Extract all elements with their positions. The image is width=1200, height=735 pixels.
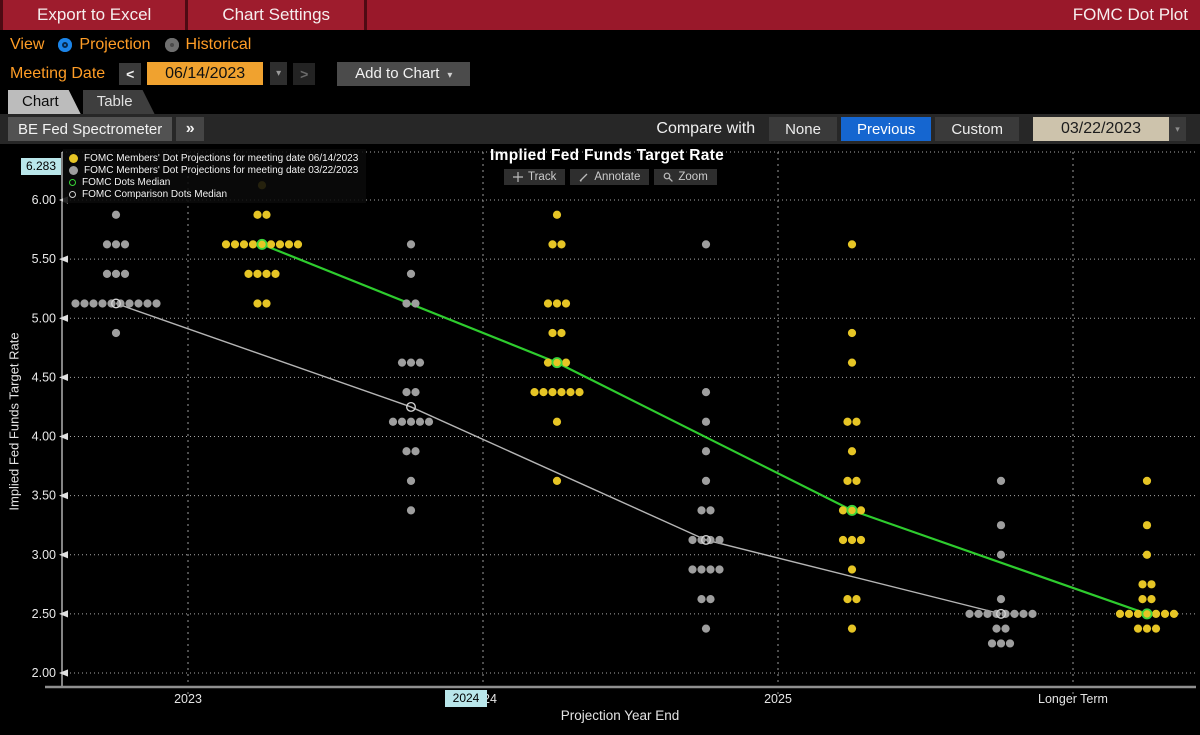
compare-date-value: 03/22/2023 xyxy=(1033,117,1169,141)
compare-with-label: Compare with xyxy=(656,120,756,137)
svg-text:2.00: 2.00 xyxy=(32,666,56,680)
svg-text:Projection Year End: Projection Year End xyxy=(561,708,680,723)
annotate-label: Annotate xyxy=(594,171,641,183)
svg-text:5.50: 5.50 xyxy=(32,252,56,266)
legend-label: FOMC Members' Dot Projections for meetin… xyxy=(84,152,359,164)
legend-item: FOMC Members' Dot Projections for meetin… xyxy=(69,164,358,176)
compare-previous-button[interactable]: Previous xyxy=(840,117,932,141)
dot-plot-chart[interactable]: 6.00 5.50 5.00 4.50 4.00 3.50 3.00 2.50 2.00 2023… xyxy=(0,144,1200,735)
radio-selected-icon xyxy=(58,37,73,52)
crosshair-icon xyxy=(513,172,523,182)
legend-item: FOMC Comparison Dots Median xyxy=(69,188,358,200)
add-to-chart-label: Add to Chart xyxy=(355,65,440,82)
svg-text:4.00: 4.00 xyxy=(32,430,56,444)
prev-date-button[interactable]: < xyxy=(119,62,142,85)
zoom-button[interactable]: Zoom xyxy=(654,169,717,185)
caret-down-icon: ▾ xyxy=(447,70,453,81)
svg-text:3.50: 3.50 xyxy=(32,489,56,503)
chart-settings-button[interactable]: Chart Settings xyxy=(188,0,368,30)
annotate-button[interactable]: Annotate xyxy=(570,169,650,185)
meeting-date-field[interactable]: 06/14/2023 xyxy=(147,62,264,85)
export-to-excel-button[interactable]: Export to Excel xyxy=(0,0,189,30)
chart-tools: Track Annotate Zoom xyxy=(504,169,717,185)
pencil-icon xyxy=(579,173,588,182)
tab-chart-label: Chart xyxy=(22,93,59,110)
tab-bar: Chart Table xyxy=(0,88,1200,114)
view-label: View xyxy=(10,35,45,53)
chevron-right-icon: > xyxy=(300,65,309,82)
zoom-label: Zoom xyxy=(678,171,708,183)
compare-none-button[interactable]: None xyxy=(769,117,837,141)
legend-dot-icon xyxy=(69,153,78,163)
meeting-date-row: Meeting Date < 06/14/2023 ▾ > Add to Cha… xyxy=(0,59,1200,88)
legend-item: FOMC Dots Median xyxy=(69,176,358,188)
chart-legend: FOMC Members' Dot Projections for meetin… xyxy=(63,149,367,203)
legend-label: FOMC Members' Dot Projections for meetin… xyxy=(84,164,359,176)
view-row: View Projection Historical xyxy=(0,30,1200,59)
legend-label: FOMC Comparison Dots Median xyxy=(82,188,228,200)
add-to-chart-button[interactable]: Add to Chart ▾ xyxy=(337,61,471,86)
tab-table-label: Table xyxy=(96,93,133,110)
radio-projection[interactable]: Projection xyxy=(58,35,151,54)
titlebar: Export to Excel Chart Settings FOMC Dot … xyxy=(0,0,1200,30)
chevron-left-icon: < xyxy=(126,65,135,82)
radio-historical-label: Historical xyxy=(185,35,252,53)
chart-toolbar-strip: BE Fed Spectrometer » Compare with None … xyxy=(0,114,1200,144)
caret-down-icon: ▾ xyxy=(1169,117,1186,141)
svg-text:3.00: 3.00 xyxy=(32,548,56,562)
svg-text:2023: 2023 xyxy=(174,692,202,706)
svg-text:5.00: 5.00 xyxy=(32,311,56,325)
next-date-button[interactable]: > xyxy=(293,62,316,85)
track-label: Track xyxy=(528,171,557,183)
crosshair-x-label: 2024 xyxy=(445,690,487,707)
legend-circle-icon xyxy=(69,190,76,198)
radio-historical[interactable]: Historical xyxy=(164,35,252,54)
svg-text:6.00: 6.00 xyxy=(32,193,56,207)
tab-table[interactable]: Table xyxy=(83,90,155,114)
svg-text:2025: 2025 xyxy=(764,692,792,706)
track-button[interactable]: Track xyxy=(504,169,566,185)
svg-text:4.50: 4.50 xyxy=(32,370,56,384)
legend-circle-icon xyxy=(69,178,76,186)
compare-date-field[interactable]: 03/22/2023 ▾ xyxy=(1033,117,1186,141)
caret-down-icon: ▾ xyxy=(276,68,282,79)
svg-text:2.50: 2.50 xyxy=(32,607,56,621)
chart-title: Implied Fed Funds Target Rate xyxy=(490,147,725,164)
legend-item: FOMC Members' Dot Projections for meetin… xyxy=(69,152,358,164)
legend-label: FOMC Dots Median xyxy=(82,176,171,188)
app-title: FOMC Dot Plot xyxy=(1072,5,1188,24)
meeting-date-dropdown[interactable]: ▾ xyxy=(270,62,288,85)
expand-icon[interactable]: » xyxy=(176,117,205,141)
y-axis-title: Implied Fed Funds Target Rate xyxy=(6,332,22,511)
tab-chart[interactable]: Chart xyxy=(8,90,81,114)
magnifier-icon xyxy=(663,172,674,182)
svg-text:Longer Term: Longer Term xyxy=(1038,692,1108,706)
crosshair-y-label: 6.283 xyxy=(21,158,61,175)
compare-custom-button[interactable]: Custom xyxy=(935,117,1019,141)
meeting-date-label: Meeting Date xyxy=(10,64,106,82)
dot-plot-canvas[interactable]: 6.00 5.50 5.00 4.50 4.00 3.50 3.00 2.50 2.00 2023… xyxy=(0,144,1200,735)
be-fed-spectrometer-button[interactable]: BE Fed Spectrometer xyxy=(8,117,173,141)
radio-projection-label: Projection xyxy=(79,35,151,53)
radio-unselected-icon xyxy=(164,37,179,52)
legend-dot-icon xyxy=(69,165,78,175)
